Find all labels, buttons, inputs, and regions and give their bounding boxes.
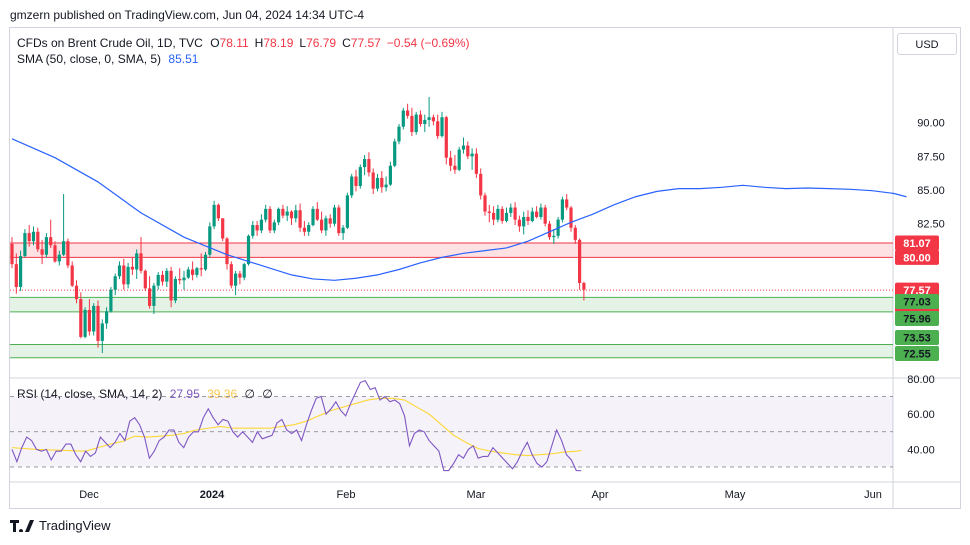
publisher-header: gmzern published on TradingView.com, Jun…: [10, 8, 364, 22]
rsi-extra-1: ∅: [244, 387, 255, 401]
price-legend: CFDs on Brent Crude Oil, 1D, TVC O78.11 H…: [17, 36, 480, 50]
chart-frame: [9, 27, 961, 509]
tradingview-logo[interactable]: TradingView: [10, 518, 111, 533]
currency-button[interactable]: USD: [897, 33, 957, 55]
rsi-ma-value: 39.36: [207, 387, 238, 401]
rsi-legend[interactable]: RSI (14, close, SMA, 14, 2) 27.95 39.36 …: [17, 387, 277, 401]
sma-legend[interactable]: SMA (50, close, 0, SMA, 5) 85.51: [17, 52, 202, 66]
ohlc-values: O78.11 H78.19 L76.79 C77.57 −0.54 (−0.69%): [210, 36, 470, 50]
symbol-title[interactable]: CFDs on Brent Crude Oil, 1D, TVC: [17, 36, 203, 50]
rsi-value: 27.95: [169, 387, 200, 401]
change-value: −0.54 (−0.69%): [386, 36, 470, 50]
sma-label: SMA (50, close, 0, SMA, 5): [17, 52, 162, 66]
sma-value: 85.51: [168, 52, 199, 66]
rsi-extra-2: ∅: [262, 387, 273, 401]
rsi-label: RSI (14, close, SMA, 14, 2): [17, 387, 163, 401]
brand-label: TradingView: [39, 518, 111, 533]
tradingview-logo-icon: [10, 519, 34, 532]
